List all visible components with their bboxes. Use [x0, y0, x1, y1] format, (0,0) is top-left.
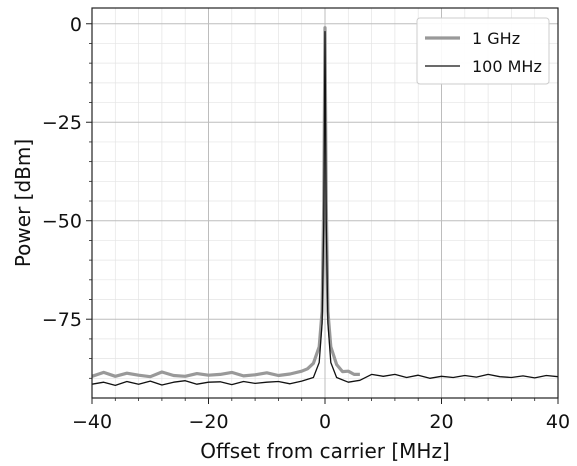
tick-labels-layer: −40 −20 0 20 40 0 −25 −50 −75: [42, 14, 570, 433]
x-tick-label: −40: [72, 411, 112, 433]
series-line-0: [91, 26, 360, 379]
x-tick-label: 40: [546, 411, 570, 433]
series-layer: [91, 26, 559, 387]
x-tick-label: 20: [429, 411, 453, 433]
legend-box: [416, 17, 550, 85]
series-line-1: [91, 30, 559, 387]
y-tick-label: −25: [42, 112, 82, 134]
x-tick-label: −20: [188, 411, 228, 433]
legend: 1 GHz 100 MHz: [416, 17, 550, 85]
y-tick-label: −50: [42, 211, 82, 233]
legend-label-1ghz: 1 GHz: [472, 29, 520, 48]
x-tick-label: 0: [319, 411, 331, 433]
ticks-layer: [86, 23, 559, 404]
y-axis-label: Power [dBm]: [11, 139, 35, 267]
y-tick-label: 0: [70, 14, 82, 36]
x-axis-label: Offset from carrier [MHz]: [200, 439, 450, 463]
legend-label-100mhz: 100 MHz: [472, 57, 542, 76]
y-tick-label: −75: [42, 309, 82, 331]
